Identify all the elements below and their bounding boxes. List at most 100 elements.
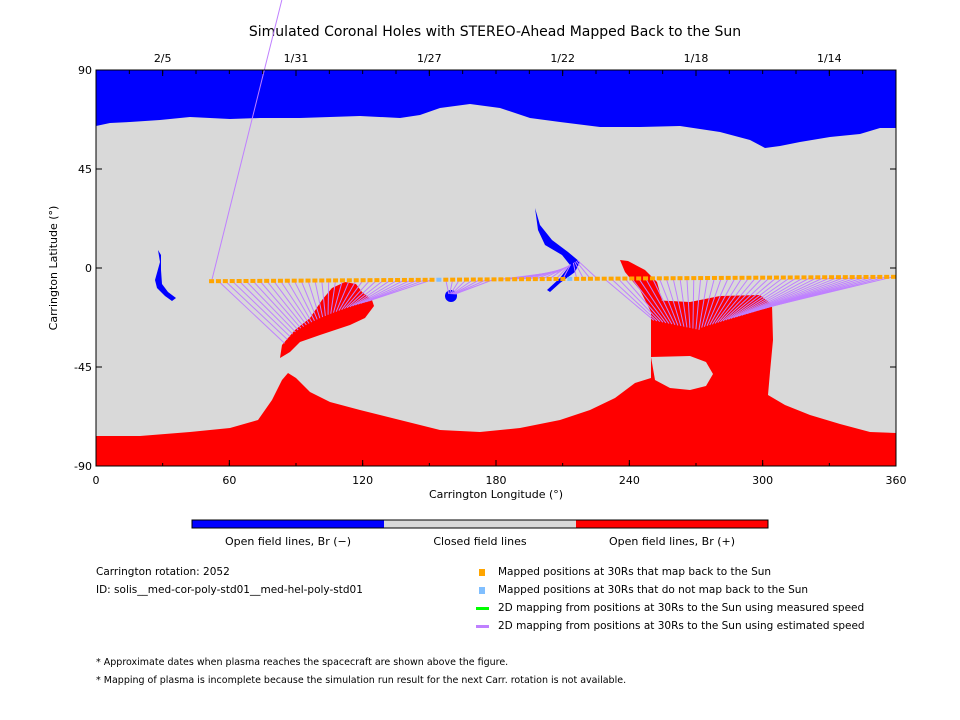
estimated-mapping-line — [665, 278, 682, 327]
mapped-position-marker — [429, 277, 435, 282]
carrington-rotation: Carrington rotation: 2052 — [96, 566, 230, 578]
y-tick-label: 90 — [78, 64, 92, 77]
estimated-mapping-line — [701, 277, 715, 328]
mapped-position-marker — [401, 277, 407, 282]
south-polar-hole — [96, 295, 896, 466]
negative-hole-west — [155, 250, 176, 301]
x-tick-label: 120 — [352, 474, 373, 487]
mapped-position-marker — [450, 277, 456, 282]
estimated-mapping-line — [714, 277, 750, 324]
mapped-position-marker — [532, 277, 538, 282]
mapped-position-marker — [229, 279, 235, 284]
estimated-mapping-line — [314, 280, 324, 318]
estimated-mapping-line — [357, 279, 405, 305]
estimated-mapping-line — [333, 280, 343, 313]
mapped-position-marker — [574, 276, 580, 281]
estimated-mapping-line — [300, 280, 318, 320]
note-incomplete: * Mapping of plasma is incomplete becaus… — [96, 675, 627, 686]
mapped-positions — [209, 274, 897, 284]
legend-label: 2D mapping from positions at 30Rs to the… — [498, 620, 865, 632]
north-polar-hole — [96, 70, 896, 148]
estimated-mapping-line — [728, 277, 784, 320]
mapped-position-marker — [725, 275, 731, 280]
mapped-position-marker — [374, 278, 380, 283]
mapped-position-marker — [780, 275, 786, 280]
mapped-position-marker — [470, 277, 476, 282]
mapped-position-marker — [801, 275, 807, 280]
estimated-mapping-line — [722, 277, 770, 322]
y-axis-label: Carrington Latitude (°) — [47, 206, 60, 331]
estimated-mapping-line — [452, 279, 474, 295]
mapped-position-marker — [546, 277, 552, 282]
estimated-mapping-line — [238, 280, 294, 335]
estimated-mapping-line — [548, 265, 569, 280]
x-tick-label: 0 — [93, 474, 100, 487]
estimated-mapping-line — [770, 276, 894, 307]
map-area — [96, 0, 897, 466]
mapped-position-marker — [505, 277, 511, 282]
legend-item-measured: 2D mapping from positions at 30Rs to the… — [476, 602, 864, 614]
chart-title: Simulated Coronal Holes with STEREO-Ahea… — [249, 24, 741, 40]
mapped-position-marker — [422, 277, 428, 282]
mapped-position-marker — [691, 276, 697, 281]
legend-item-unmapped: Mapped positions at 30Rs that do not map… — [476, 584, 808, 596]
estimated-mapping-line — [341, 279, 364, 310]
date-tick-label: 2/5 — [154, 52, 172, 65]
unmapped-position-marker — [567, 276, 573, 281]
estimated-mapping-line — [574, 261, 584, 280]
closed-notch — [651, 356, 713, 390]
mapped-position-marker — [271, 278, 277, 283]
estimated-mapping-line — [577, 259, 598, 280]
date-tick-label: 1/22 — [550, 52, 575, 65]
estimated-mapping-line — [638, 278, 670, 324]
y-tick-label: -90 — [74, 460, 92, 473]
mapped-position-marker — [264, 278, 270, 283]
mapped-position-marker — [457, 277, 463, 282]
colorbar-frame — [191, 519, 769, 529]
date-tick-label: 1/14 — [817, 52, 842, 65]
estimated-mapping-line — [252, 280, 299, 331]
estimated-mapping-line — [736, 276, 805, 318]
x-tick-label: 180 — [486, 474, 507, 487]
estimated-mapping-line — [453, 279, 481, 295]
mapped-position-marker — [305, 278, 311, 283]
mapped-position-marker — [891, 274, 897, 279]
estimated-mapping-line — [725, 277, 777, 321]
estimated-mapping-line — [218, 280, 285, 344]
unmapped-position-marker — [436, 277, 442, 282]
mapped-position-marker — [353, 278, 359, 283]
mapped-position-marker — [560, 276, 566, 281]
estimated-mapping-line — [709, 277, 736, 326]
mapped-position-marker — [760, 275, 766, 280]
mapped-position-marker — [877, 274, 883, 279]
axes: 0 60 120 180 240 300 360 90 45 0 -45 -90 2/5 1/31 1/27… — [74, 52, 906, 487]
mapped-position-marker — [277, 278, 283, 283]
mapped-position-marker — [539, 277, 545, 282]
mapped-position-marker — [739, 275, 745, 280]
mapped-position-marker — [670, 276, 676, 281]
mapped-position-marker — [498, 277, 504, 282]
colorbar-label: Closed field lines — [433, 535, 527, 548]
mapped-position-marker — [663, 276, 669, 281]
mapped-position-marker — [346, 278, 352, 283]
estimated-mapping-line — [321, 280, 326, 316]
estimated-mapping-line — [717, 277, 757, 323]
x-axis-label: Carrington Longitude (°) — [429, 488, 563, 501]
estimated-mapping-line — [224, 280, 288, 340]
estimated-mapping-line — [259, 280, 302, 329]
mapped-position-marker — [656, 276, 662, 281]
estimated-mapping-line — [706, 277, 729, 327]
mapped-position-marker — [608, 276, 614, 281]
mapped-position-marker — [718, 275, 724, 280]
x-tick-label: 240 — [619, 474, 640, 487]
mapped-position-marker — [753, 275, 759, 280]
mapped-position-marker — [312, 278, 318, 283]
estimated-mapping-line — [360, 279, 412, 304]
estimated-mapping-line — [363, 279, 419, 304]
date-tick-label: 1/27 — [417, 52, 442, 65]
mapped-position-marker — [842, 275, 848, 280]
estimated-mapping-line — [575, 260, 591, 280]
mapping-lines — [211, 0, 894, 344]
estimated-mapping-line — [335, 280, 350, 312]
